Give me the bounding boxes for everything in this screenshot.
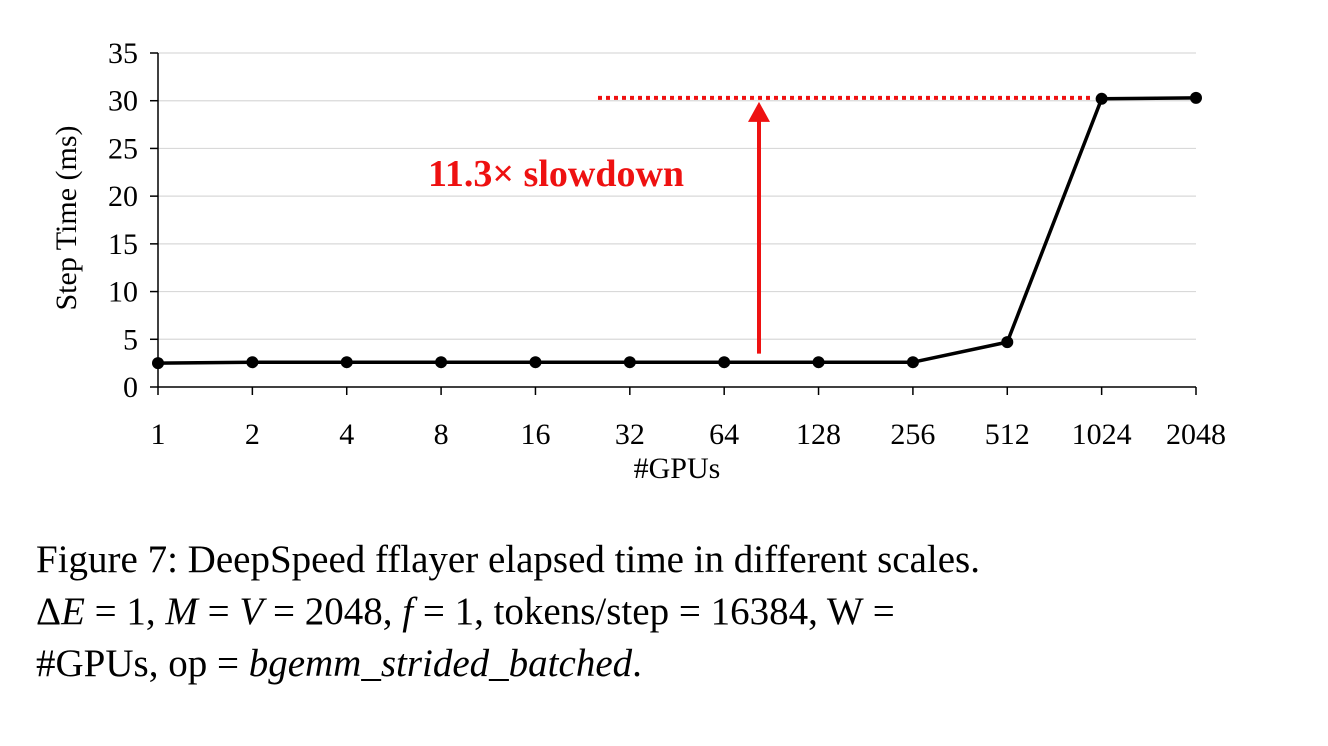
caption-text: . [632,642,642,685]
x-tick-label: 128 [796,418,841,451]
caption-op-name: bgemm_strided_batched [248,642,633,685]
data-point [812,356,825,369]
data-point [1001,336,1014,349]
figure-caption: Figure 7: DeepSpeed fflayer elapsed time… [36,534,1306,690]
y-tick-label: 30 [108,85,138,118]
caption-text: = 1, tokens/step = 16384, W = [413,590,895,633]
x-tick-label: 1 [151,418,166,451]
series-line [157,96,1197,365]
caption-math: E [61,590,85,633]
caption-line-2: ΔE = 1, M = V = 2048, f = 1, tokens/step… [36,586,1306,638]
y-tick-label: 10 [108,276,138,309]
x-tick-label: 64 [709,418,739,451]
grid-lines [158,52,1196,340]
caption-text: = [197,590,240,633]
caption-text: Figure 7: DeepSpeed fflayer elapsed time… [36,538,980,581]
y-axis-title: Step Time (ms) [50,125,83,310]
series-group [152,91,1202,370]
caption-math: f [402,590,414,633]
x-tick-label: 8 [434,418,449,451]
axes [150,52,1197,395]
x-tick-label: 1024 [1072,418,1132,451]
y-tick-label: 15 [108,228,138,261]
caption-line-3: #GPUs, op = bgemm_strided_batched. [36,638,1306,690]
x-tick-label: 16 [520,418,550,451]
x-tick-label: 4 [339,418,354,451]
x-tick-label: 512 [985,418,1030,451]
y-tick-labels: 0 5 10 15 20 25 30 35 [108,37,138,404]
data-point [529,356,542,369]
slowdown-annotation: 11.3× slowdown [428,95,1092,354]
x-tick-labels: 1 2 4 8 16 32 64 128 256 512 1024 2048 [151,418,1227,451]
data-point [152,357,164,370]
x-axis-title: #GPUs [634,452,721,485]
x-tick-label: 256 [890,418,935,451]
caption-text: Δ [36,590,62,633]
caption-text: = 2048, [263,590,403,633]
data-point [340,356,353,369]
slowdown-arrow-head [748,101,770,122]
y-tick-label: 0 [123,371,138,404]
caption-math: M [165,590,198,633]
x-tick-label: 2 [245,418,260,451]
caption-text: #GPUs, op = [36,642,249,685]
data-point [906,356,919,369]
caption-math: V [239,590,264,633]
data-point [1095,92,1108,105]
data-point [246,356,259,369]
caption-text: = 1, [84,590,166,633]
y-tick-label: 5 [123,323,138,356]
x-tick-label: 2048 [1166,418,1226,451]
y-tick-label: 20 [108,180,138,213]
y-tick-label: 35 [108,37,138,70]
slowdown-label: 11.3× slowdown [428,153,684,195]
x-tick-label: 32 [615,418,645,451]
step-time-chart: 0 5 10 15 20 25 30 35 1 2 4 8 16 32 64 128 256 512 1024 20… [50,37,1227,485]
data-point [718,356,731,369]
data-point [1190,91,1202,104]
data-point [623,356,636,369]
y-tick-label: 25 [108,132,138,165]
data-point [435,356,448,369]
caption-line-1: Figure 7: DeepSpeed fflayer elapsed time… [36,534,1306,586]
